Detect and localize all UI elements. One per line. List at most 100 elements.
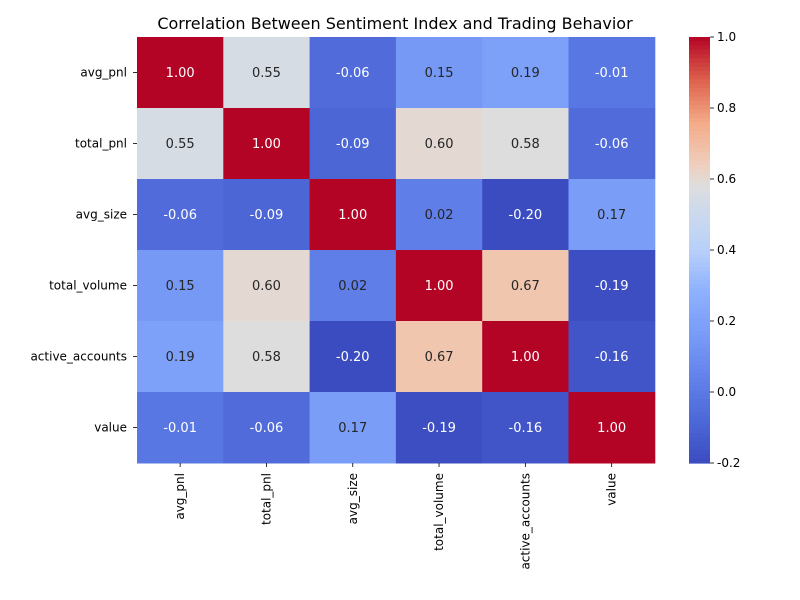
colorbar-segment <box>689 262 710 268</box>
cell-value-label: 0.02 <box>338 279 367 294</box>
colorbar-segment <box>689 228 710 234</box>
colorbar-segment <box>689 203 710 208</box>
heatmap-cell <box>137 108 224 180</box>
colorbar-segment <box>689 292 710 298</box>
x-tick-label: total_pnl <box>259 473 273 525</box>
colorbar-segment <box>689 352 710 358</box>
colorbar-segment <box>689 360 710 366</box>
colorbar-segment <box>689 288 710 294</box>
colorbar-segment <box>689 224 710 230</box>
cell-value-label: 0.15 <box>425 66 454 81</box>
colorbar-segment <box>689 160 710 166</box>
colorbar-segment <box>689 279 710 285</box>
y-tick-label: avg_pnl <box>80 66 127 80</box>
heatmap-cell <box>137 37 224 109</box>
cell-value-label: 0.60 <box>425 137 454 152</box>
colorbar-segment <box>689 424 710 430</box>
heatmap-cell <box>568 321 656 393</box>
colorbar-segment <box>689 237 710 243</box>
colorbar-segment <box>689 152 710 157</box>
colorbar-tick-label: 0.2 <box>717 314 736 328</box>
heatmap-cell <box>395 321 483 393</box>
heatmap-cell <box>223 179 311 251</box>
colorbar-segment <box>689 66 710 72</box>
y-tick-label: total_pnl <box>75 137 127 151</box>
heatmap-cell <box>309 250 397 322</box>
colorbar-segment <box>689 394 710 400</box>
colorbar: -0.2 0.0 0.2 0.4 0.6 0.8 1.0 <box>689 30 740 470</box>
colorbar-segment <box>689 130 710 136</box>
colorbar-segment <box>689 377 710 383</box>
colorbar-segment <box>689 156 710 162</box>
y-tick-label: active_accounts <box>30 350 127 364</box>
x-axis-ticks: avg_pnl total_pnl avg_size total_volume acti… <box>173 463 619 570</box>
cell-value-label: 0.60 <box>252 279 281 294</box>
colorbar-segment <box>689 139 710 145</box>
heatmap-cell <box>395 392 483 464</box>
heatmap-cell <box>482 392 569 464</box>
cell-value-label: 0.17 <box>338 421 367 436</box>
colorbar-segment <box>689 450 710 456</box>
heatmap-cell <box>223 108 311 180</box>
colorbar-tick-label: 0.0 <box>717 385 736 399</box>
colorbar-segment <box>689 169 710 174</box>
colorbar-segment <box>689 75 710 81</box>
heatmap-cell <box>395 179 483 251</box>
heatmap-cell <box>137 179 224 251</box>
heatmap-cell <box>223 37 311 109</box>
colorbar-tick-label: 0.4 <box>717 243 736 257</box>
cell-value-label: 1.00 <box>338 208 367 223</box>
colorbar-segment <box>689 428 710 434</box>
heatmap-cell <box>482 179 569 251</box>
x-tick-label: total_volume <box>432 473 446 551</box>
heatmap-cell <box>568 392 656 464</box>
colorbar-segment <box>689 250 710 255</box>
colorbar-segment <box>689 173 710 179</box>
colorbar-segment <box>689 109 710 115</box>
cell-value-label: 0.19 <box>166 350 195 365</box>
cell-value-label: 0.02 <box>425 208 454 223</box>
colorbar-segment <box>689 71 710 76</box>
heatmap-cell <box>395 250 483 322</box>
cell-value-label: 1.00 <box>511 350 540 365</box>
x-tick-label: avg_pnl <box>173 473 187 520</box>
colorbar-segment <box>689 79 710 85</box>
cell-value-label: -0.20 <box>509 208 543 223</box>
colorbar-segment <box>689 416 710 421</box>
colorbar-segment <box>689 322 710 328</box>
colorbar-segment <box>689 326 710 332</box>
colorbar-segment <box>689 318 710 324</box>
heatmap-cell <box>309 392 397 464</box>
heatmap-cell <box>309 321 397 393</box>
colorbar-segment <box>689 411 710 417</box>
heatmap-cell <box>395 108 483 180</box>
heatmap-cell <box>568 179 656 251</box>
colorbar-segment <box>689 190 710 196</box>
cell-value-label: -0.16 <box>595 350 629 365</box>
colorbar-segment <box>689 177 710 183</box>
colorbar-segment <box>689 271 710 277</box>
colorbar-segment <box>689 198 710 204</box>
colorbar-segment <box>689 390 710 396</box>
heatmap-cell <box>137 321 224 393</box>
heatmap-cell <box>309 108 397 180</box>
heatmap-cell <box>482 37 569 109</box>
colorbar-segment <box>689 49 710 55</box>
colorbar-segment <box>689 369 710 375</box>
cell-value-label: -0.06 <box>163 208 197 223</box>
cell-value-label: 0.67 <box>511 279 540 294</box>
colorbar-segment <box>689 441 710 447</box>
colorbar-segment <box>689 126 710 132</box>
colorbar-segment <box>689 134 710 140</box>
colorbar-segment <box>689 245 710 251</box>
y-tick-label: value <box>94 421 127 435</box>
heatmap-cell <box>568 250 656 322</box>
colorbar-segment <box>689 356 710 362</box>
colorbar-segment <box>689 403 710 409</box>
colorbar-segment <box>689 373 710 379</box>
heatmap-cell <box>309 37 397 109</box>
cell-value-label: -0.20 <box>336 350 370 365</box>
colorbar-segment <box>689 194 710 200</box>
colorbar-segment <box>689 96 710 102</box>
